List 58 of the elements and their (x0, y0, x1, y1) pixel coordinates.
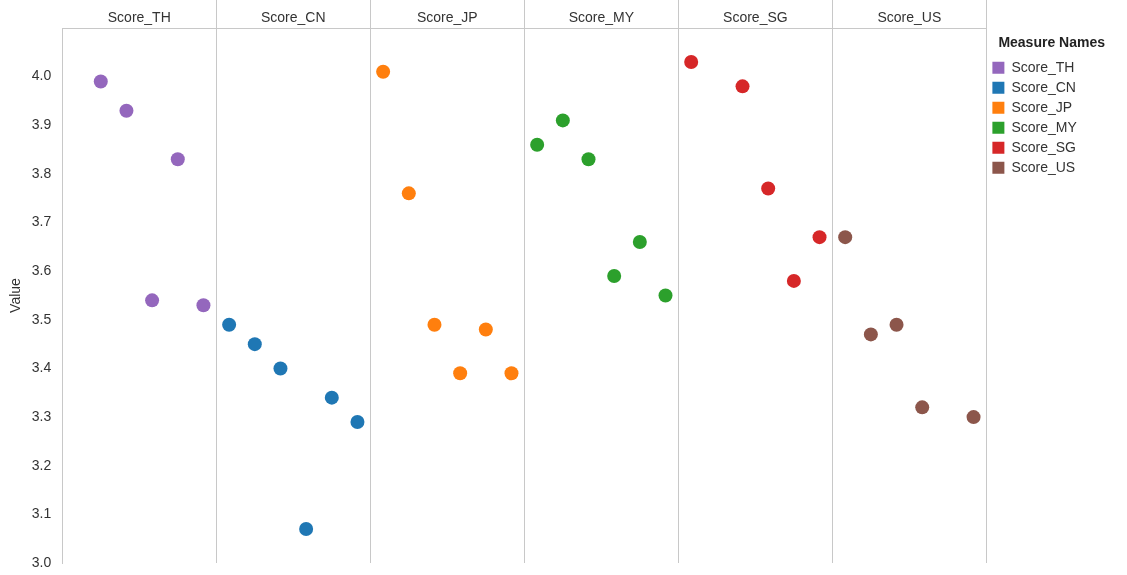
point (735, 79, 750, 94)
point (863, 327, 878, 342)
legend-label: Score_CN (1011, 78, 1076, 95)
point (427, 317, 442, 332)
y-axis-title: Value (7, 277, 24, 313)
legend-label: Score_US (1011, 158, 1076, 175)
point (607, 269, 622, 284)
y-tick-label: 4.0 (31, 67, 52, 84)
legend-label: Score_TH (1011, 58, 1075, 75)
y-tick-label: 3.0 (31, 553, 52, 570)
legend-label: Score_SG (1011, 138, 1076, 155)
point (838, 230, 853, 245)
point (684, 55, 699, 70)
point (761, 181, 776, 196)
point (222, 317, 237, 332)
text: Score_US (877, 8, 942, 25)
point (966, 410, 981, 425)
y-tick-label: 3.3 (31, 407, 52, 424)
point (555, 113, 570, 128)
y-tick-label: 3.5 (31, 310, 52, 327)
point (786, 273, 801, 288)
legend-title: Measure Names (998, 33, 1106, 50)
y-tick-label: 3.7 (31, 213, 52, 230)
point (93, 74, 108, 89)
point (530, 137, 545, 152)
point (247, 337, 262, 352)
point (170, 152, 185, 167)
y-tick-label: 3.1 (31, 505, 52, 522)
y-tick-label: 3.6 (31, 262, 52, 279)
point (350, 414, 365, 429)
text: Score_SG (723, 8, 788, 25)
point (273, 361, 288, 376)
point (812, 230, 827, 245)
point (632, 235, 647, 249)
point (453, 366, 468, 381)
point (658, 288, 673, 303)
point (145, 293, 160, 308)
point (401, 186, 416, 201)
text: Score_MY (568, 8, 635, 25)
point (581, 152, 596, 167)
point (119, 103, 134, 118)
point (324, 390, 339, 405)
y-tick-label: 3.4 (31, 359, 52, 376)
point (196, 298, 211, 313)
point (915, 400, 930, 415)
text: Score_TH (107, 8, 171, 25)
text: Score_CN (261, 8, 326, 25)
point (299, 521, 314, 536)
y-tick-label: 3.2 (31, 456, 52, 473)
point (376, 64, 391, 79)
point (889, 317, 904, 332)
text: Score_JP (416, 8, 478, 25)
y-tick-label: 3.8 (31, 164, 52, 181)
legend-label: Score_JP (1011, 98, 1073, 115)
legend-label: Score_MY (1011, 118, 1078, 135)
y-tick-label: 3.9 (31, 116, 52, 133)
point (478, 322, 493, 337)
point (504, 366, 519, 381)
